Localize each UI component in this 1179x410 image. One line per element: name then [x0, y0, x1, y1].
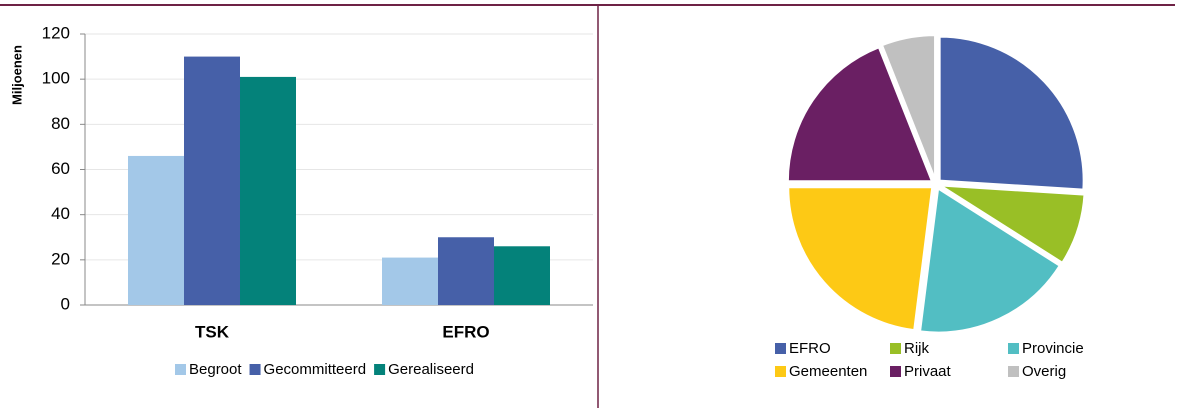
legend-swatch [249, 364, 261, 375]
pie-slice [938, 35, 1085, 191]
pie-slice [940, 184, 1086, 265]
bar [494, 246, 550, 305]
pie-slice [918, 186, 1062, 334]
y-tick-label: 0 [61, 294, 70, 313]
legend-swatch [175, 364, 186, 375]
legend-swatch [890, 343, 901, 354]
legend-label: Gerealiseerd [388, 361, 474, 378]
y-axis-label: Miljoenen [9, 45, 24, 105]
bar [438, 237, 494, 305]
legend-swatch [775, 366, 786, 377]
bar [240, 76, 296, 306]
pie-slice [880, 34, 937, 180]
legend-swatch [775, 343, 786, 354]
y-tick-label: 40 [51, 204, 70, 223]
y-tick-label: 60 [51, 159, 70, 178]
legend-swatch [1008, 366, 1019, 377]
y-tick-label: 80 [51, 114, 70, 133]
legend-swatch [1008, 343, 1019, 354]
x-tick-label: TSK [195, 322, 230, 341]
legend-label: Privaat [904, 363, 952, 380]
legend-swatch [374, 364, 386, 375]
legend-label: Provincie [1022, 340, 1084, 357]
pie-slice [787, 186, 934, 332]
legend-label: Gemeenten [789, 363, 867, 380]
bar [382, 257, 438, 305]
legend-label: Overig [1022, 363, 1066, 380]
y-tick-label: 120 [42, 23, 70, 42]
y-tick-label: 20 [51, 249, 70, 268]
legend-label: Gecommitteerd [264, 361, 367, 378]
legend-label: Begroot [189, 361, 242, 378]
legend-label: Rijk [904, 340, 929, 357]
pie-slice [786, 46, 934, 183]
bar [128, 155, 184, 305]
bar [184, 56, 240, 306]
y-tick-label: 100 [42, 69, 70, 88]
legend-label: EFRO [789, 340, 831, 357]
legend-swatch [890, 366, 901, 377]
x-tick-label: EFRO [442, 322, 489, 341]
